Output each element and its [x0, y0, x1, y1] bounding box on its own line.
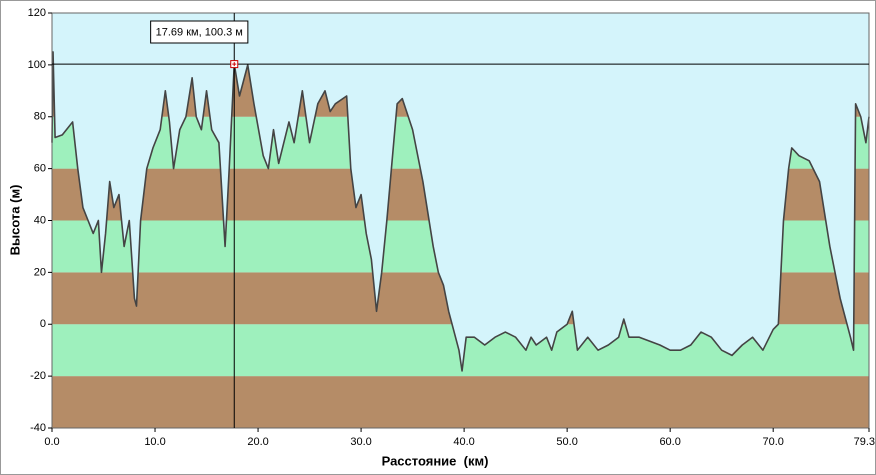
y-tick-label: 80	[34, 111, 46, 123]
x-tick-label: 0.0	[44, 436, 59, 448]
x-tick-label: 70.0	[762, 436, 783, 448]
cursor-label-box	[150, 20, 249, 44]
y-tick-label: 20	[34, 266, 46, 278]
x-tick-label: 40.0	[453, 436, 474, 448]
x-tick-label: 79.3	[854, 436, 875, 448]
y-tick-label: 100	[28, 59, 46, 71]
x-tick-label: 50.0	[556, 436, 577, 448]
y-tick-label: 0	[40, 318, 46, 330]
y-tick-label: -40	[30, 422, 46, 434]
x-axis-title: Расстояние (км)	[382, 453, 489, 468]
y-axis-title: Высота (м)	[7, 185, 22, 256]
x-tick-label: 30.0	[350, 436, 371, 448]
x-tick-label: 60.0	[659, 436, 680, 448]
y-tick-label: -20	[30, 370, 46, 382]
y-tick-label: 40	[34, 214, 46, 226]
cursor-label: 17.69 км, 100.3 м	[156, 26, 243, 38]
profile-line	[51, 51, 870, 372]
x-tick-label: 20.0	[247, 436, 268, 448]
y-tick-label: 60	[34, 163, 46, 175]
band	[52, 376, 869, 428]
x-tick-label: 10.0	[144, 436, 165, 448]
y-tick-label: 120	[28, 7, 46, 19]
